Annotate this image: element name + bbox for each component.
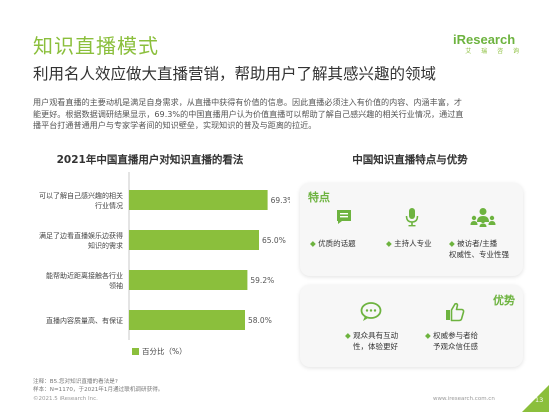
feature-item-host: ◆ 主持人专业 (386, 239, 432, 248)
microphone-icon (405, 208, 419, 227)
data-label: 59.2% (250, 276, 274, 285)
page-subtitle: 利用名人效应做大直播营销，帮助用户了解其感兴趣的领域 (33, 65, 437, 83)
features-label: 特点 (308, 191, 330, 204)
footnote: 注释：B5.您对知识直播的看法是? 样本：N=1170，于2021年1月通过联机… (33, 379, 163, 394)
feature-item-topic: ◆ 优质的话题 (310, 239, 356, 248)
advantages-label: 优势 (493, 294, 515, 307)
bar (129, 190, 268, 210)
feature-item-authority: ◆ 被访者/主播 权威性、专业性强 (449, 239, 509, 259)
logo-subtext: 艾 瑞 咨 询 (465, 48, 523, 55)
legend-swatch (132, 348, 139, 355)
category-label: 可以了解自己感兴趣的相关行业情况 (39, 191, 123, 210)
bar (129, 310, 245, 330)
advantages-panel: 优势 ◆ 观众具有互动 性，体验更好 ◆ 权威参与者给 予观众信任感 (300, 285, 523, 367)
copyright: ©2021.5 iResearch Inc. (33, 396, 98, 402)
category-label: 直播内容质量高、有保证 (46, 316, 123, 325)
advantage-item-interaction: ◆ 观众具有互动 性，体验更好 (345, 331, 399, 351)
category-label: 能帮助近距离接触各行业领袖 (46, 271, 123, 290)
page-number: 13 (535, 396, 544, 404)
page-corner-triangle (522, 385, 549, 412)
website-link[interactable]: www.iresearch.com.cn (433, 396, 495, 402)
intro-paragraph: 用户观看直播的主要动机是满足自身需求，从直播中获得有价值的信息。因此直播必须注入… (33, 97, 523, 132)
data-label: 69.3% (271, 196, 290, 205)
bar (129, 270, 248, 290)
features-section-title: 中国知识直播特点与优势 (352, 154, 468, 166)
paragraph-line: 用户观看直播的主要动机是满足自身需求，从直播中获得有价值的信息。因此直播必须注入… (33, 97, 462, 107)
paragraph-line: 能更好。根据数据调研结果显示，69.3%的中国直播用户认为价值直播可以帮助了解自… (33, 108, 464, 119)
legend-label: 百分比（%） (142, 346, 187, 356)
page-title: 知识直播模式 (33, 34, 159, 58)
data-label: 65.0% (262, 236, 286, 245)
advantage-item-trust: ◆ 权威参与者给 予观众信任感 (425, 331, 479, 351)
data-label: 58.0% (248, 316, 272, 325)
audience-icon (470, 208, 496, 227)
category-label: 满足了边看直播娱乐边获得知识的需求 (39, 231, 123, 250)
footnote-line: 注释：B5.您对知识直播的看法是? (33, 379, 118, 385)
footnote-line: 样本：N=1170，于2021年1月通过联机调研获得。 (33, 386, 164, 393)
bar (129, 230, 259, 250)
logo-text: iResearch (453, 32, 516, 47)
speech-bubble-icon (360, 302, 382, 321)
features-panel: 特点 ◆ 优质的话题 ◆ 主持人专业 ◆ 被访者/主播 权威性、专业性强 (300, 183, 523, 276)
iresearch-logo: iResearch 艾 瑞 咨 询 (453, 33, 523, 55)
paragraph-line: 播平台打通普通用户与专家学者间的知识壁垒，实现知识的普及与距离的拉近。 (33, 120, 317, 130)
bar-chart: 69.3% 可以了解自己感兴趣的相关行业情况 65.0% 满足了边看直播娱乐边获得知识… (39, 172, 290, 356)
chat-list-icon (337, 210, 351, 224)
chart-title: 2021年中国直播用户对知识直播的看法 (56, 154, 244, 166)
thumbs-up-icon (446, 302, 465, 322)
